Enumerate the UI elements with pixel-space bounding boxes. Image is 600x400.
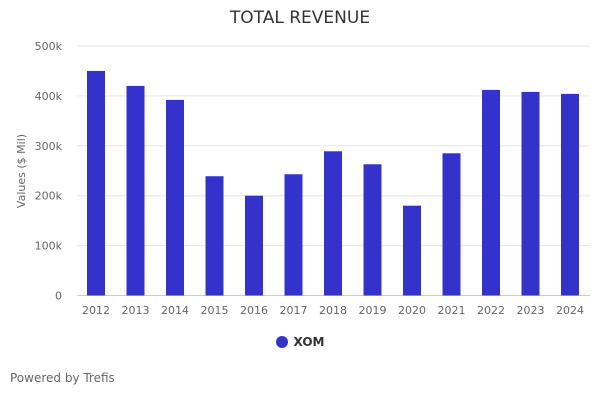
y-tick-label: 200k — [35, 190, 63, 203]
x-tick-label: 2017 — [280, 304, 308, 317]
bar-2012 — [87, 70, 105, 296]
bar-2022 — [482, 89, 500, 296]
bar-2013 — [126, 85, 145, 296]
x-tick-label: 2018 — [319, 304, 347, 317]
bar-2019 — [363, 164, 382, 296]
bar-2023 — [521, 91, 540, 296]
x-tick-label: 2023 — [517, 304, 545, 317]
x-tick-label: 2013 — [122, 304, 150, 317]
y-axis-label: Values ($ Mil) — [15, 134, 28, 208]
y-tick-label: 100k — [35, 240, 63, 253]
y-tick-label: 0 — [55, 290, 62, 303]
bar-2015 — [205, 176, 224, 296]
bar-2014 — [166, 99, 184, 296]
x-tick-label: 2015 — [201, 304, 229, 317]
bar-2016 — [245, 195, 263, 296]
x-tick-label: 2022 — [477, 304, 505, 317]
x-tick-label: 2021 — [438, 304, 466, 317]
chart-title: TOTAL REVENUE — [229, 8, 371, 28]
bar-2018 — [324, 151, 342, 296]
x-tick-label: 2019 — [359, 304, 387, 317]
x-tick-label: 2024 — [556, 304, 584, 317]
y-tick-label: 500k — [35, 40, 63, 53]
x-tick-label: 2016 — [240, 304, 268, 317]
x-tick-label: 2014 — [161, 304, 189, 317]
bar-2020 — [403, 205, 421, 296]
legend-label: XOM — [293, 335, 325, 349]
bar-2017 — [284, 174, 303, 296]
bar-2024 — [561, 93, 579, 296]
legend-marker-icon — [275, 336, 288, 348]
y-tick-label: 300k — [35, 140, 63, 153]
powered-by-credit: Powered by Trefis — [10, 371, 115, 385]
legend[interactable]: XOM — [0, 335, 600, 349]
y-tick-label: 400k — [35, 90, 63, 103]
x-tick-label: 2020 — [398, 304, 426, 317]
x-tick-label: 2012 — [82, 304, 110, 317]
bar-2021 — [442, 153, 461, 296]
